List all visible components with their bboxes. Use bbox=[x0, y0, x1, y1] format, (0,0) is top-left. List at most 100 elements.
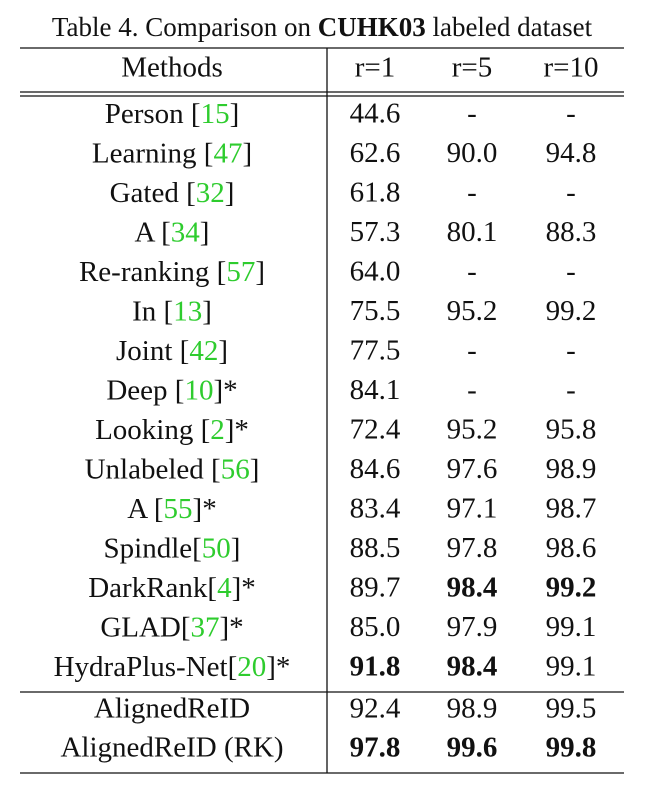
value-cell: 89.7 bbox=[350, 572, 401, 604]
value-cell: - bbox=[566, 374, 576, 406]
citation: 57 bbox=[226, 256, 255, 288]
method-name: Learning [ bbox=[92, 137, 214, 169]
caption: Table 4. Comparison on CUHK03 labeled da… bbox=[52, 12, 593, 42]
value-cell: - bbox=[467, 374, 477, 406]
method-name: A [ bbox=[127, 493, 163, 525]
citation-tail: ] bbox=[250, 453, 260, 485]
method-cell: AlignedReID bbox=[94, 693, 250, 725]
value-cell: 95.8 bbox=[546, 414, 597, 446]
citation: 37 bbox=[191, 611, 220, 643]
value-cell: 77.5 bbox=[350, 335, 401, 367]
value-cell: 95.2 bbox=[447, 295, 498, 327]
value-cell: 92.4 bbox=[350, 693, 401, 725]
value-cell: 85.0 bbox=[350, 611, 401, 643]
method-cell: GLAD[37]* bbox=[100, 611, 243, 643]
value-cell: 91.8 bbox=[350, 651, 401, 683]
method-cell: In [13] bbox=[132, 295, 212, 327]
value-cell: 94.8 bbox=[546, 137, 597, 169]
value-cell: 97.8 bbox=[447, 532, 498, 564]
method-cell: Gated [32] bbox=[110, 177, 235, 209]
value-cell: 98.9 bbox=[447, 693, 498, 725]
citation: 34 bbox=[171, 216, 201, 248]
method-name: Joint [ bbox=[116, 335, 189, 367]
citation-tail: ]* bbox=[193, 493, 217, 525]
value-cell: 95.2 bbox=[447, 414, 498, 446]
citation: 42 bbox=[189, 335, 218, 367]
value-cell: - bbox=[467, 98, 477, 130]
method-cell: Spindle[50] bbox=[104, 532, 241, 564]
citation: 10 bbox=[184, 374, 213, 406]
method-cell: Person [15] bbox=[105, 98, 240, 130]
method-cell: Joint [42] bbox=[116, 335, 228, 367]
method-cell: Learning [47] bbox=[92, 137, 252, 169]
value-cell: - bbox=[467, 256, 477, 288]
citation: 13 bbox=[173, 295, 202, 327]
method-cell: DarkRank[4]* bbox=[88, 572, 256, 604]
value-cell: 98.4 bbox=[447, 572, 498, 604]
value-cell: - bbox=[566, 98, 576, 130]
citation-tail: ] bbox=[200, 216, 210, 248]
value-cell: - bbox=[566, 335, 576, 367]
method-cell: Deep [10]* bbox=[106, 374, 237, 406]
citation-tail: ]* bbox=[232, 572, 256, 604]
value-cell: 99.8 bbox=[546, 732, 597, 764]
method-name: Deep [ bbox=[106, 374, 184, 406]
value-cell: 98.4 bbox=[447, 651, 498, 683]
value-cell: 80.1 bbox=[447, 216, 498, 248]
value-cell: - bbox=[467, 335, 477, 367]
method-cell: A [34] bbox=[135, 216, 210, 248]
citation: 47 bbox=[213, 137, 242, 169]
header-cell: r=5 bbox=[452, 52, 493, 84]
method-name: Re-ranking [ bbox=[79, 256, 226, 288]
value-cell: 84.6 bbox=[350, 453, 401, 485]
citation-tail: ] bbox=[231, 532, 241, 564]
value-cell: 98.7 bbox=[546, 493, 597, 525]
caption-dataset: CUHK03 bbox=[318, 12, 426, 42]
method-name: A [ bbox=[135, 216, 171, 248]
method-name: Gated [ bbox=[110, 177, 196, 209]
citation-tail: ] bbox=[225, 177, 235, 209]
method-name: Person [ bbox=[105, 98, 201, 130]
value-cell: 97.9 bbox=[447, 611, 498, 643]
citation-tail: ] bbox=[230, 98, 240, 130]
caption-prefix: Table 4. Comparison on bbox=[52, 12, 318, 42]
citation-tail: ] bbox=[202, 295, 212, 327]
citation-tail: ] bbox=[255, 256, 265, 288]
citation: 15 bbox=[201, 98, 230, 130]
method-cell: Re-ranking [57] bbox=[79, 256, 265, 288]
value-cell: 44.6 bbox=[350, 98, 401, 130]
value-cell: - bbox=[566, 256, 576, 288]
value-cell: 64.0 bbox=[350, 256, 401, 288]
value-cell: 72.4 bbox=[350, 414, 401, 446]
citation-tail: ]* bbox=[266, 651, 290, 683]
value-cell: 90.0 bbox=[447, 137, 498, 169]
method-name: Spindle[ bbox=[104, 532, 202, 564]
method-name: Unlabeled [ bbox=[85, 453, 221, 485]
citation-tail: ] bbox=[218, 335, 228, 367]
citation-tail: ]* bbox=[213, 374, 237, 406]
value-cell: 99.5 bbox=[546, 693, 597, 725]
method-name: In [ bbox=[132, 295, 173, 327]
value-cell: 98.6 bbox=[546, 532, 597, 564]
method-name: GLAD[ bbox=[100, 611, 190, 643]
value-cell: 99.2 bbox=[546, 295, 597, 327]
value-cell: 99.2 bbox=[546, 572, 597, 604]
value-cell: 97.1 bbox=[447, 493, 498, 525]
method-cell: HydraPlus-Net[20]* bbox=[54, 651, 291, 683]
value-cell: 83.4 bbox=[350, 493, 401, 525]
caption-suffix: labeled dataset bbox=[426, 12, 593, 42]
method-cell: Unlabeled [56] bbox=[85, 453, 260, 485]
method-cell: A [55]* bbox=[127, 493, 216, 525]
citation: 32 bbox=[196, 177, 225, 209]
citation: 4 bbox=[217, 572, 232, 604]
citation: 20 bbox=[237, 651, 266, 683]
method-name: Looking [ bbox=[95, 414, 210, 446]
citation-tail: ]* bbox=[225, 414, 249, 446]
method-cell: AlignedReID (RK) bbox=[60, 732, 283, 764]
value-cell: 99.1 bbox=[546, 611, 597, 643]
value-cell: 88.5 bbox=[350, 532, 401, 564]
value-cell: - bbox=[467, 177, 477, 209]
value-cell: 62.6 bbox=[350, 137, 401, 169]
citation: 50 bbox=[202, 532, 231, 564]
